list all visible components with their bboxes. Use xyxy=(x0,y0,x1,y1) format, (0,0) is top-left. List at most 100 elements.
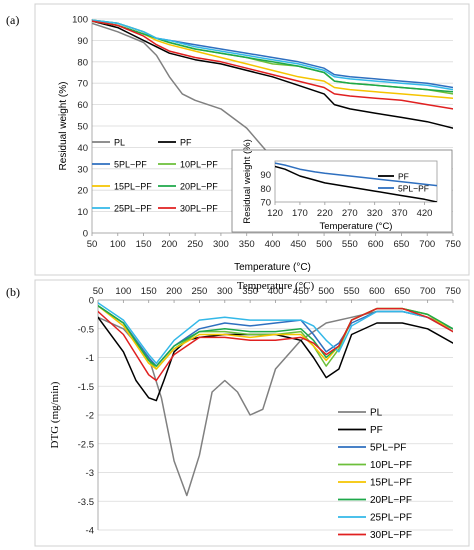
chart-b-y-tick-label: -3.5 xyxy=(78,497,94,508)
chart-b-y-tick-label: -1 xyxy=(86,353,94,364)
chart-b-legend: PL PF 5PL−PF 10PL−PF 15PL−PF 20PL−PF 25PL−PF 30… xyxy=(338,408,412,541)
panel-label-a: (a) xyxy=(6,13,19,27)
chart-b-legend-label: 5PL−PF xyxy=(370,443,406,454)
chart-b-x-tick-label: 150 xyxy=(141,286,157,297)
chart-a-x-tick-label: 400 xyxy=(265,239,281,250)
panel-label-b: (b) xyxy=(6,285,20,299)
chart-b-y-tick-label: -2.5 xyxy=(78,439,94,450)
chart-a-x-tick-label: 650 xyxy=(393,239,409,250)
chart-a-legend-label: 30PL−PF xyxy=(180,204,218,214)
chart-a-inset-x-tick-label: 320 xyxy=(367,208,383,219)
chart-b-x-tick-label: 250 xyxy=(191,286,207,297)
chart-a-y-tick-label: 70 xyxy=(77,79,88,90)
chart-b-series-30pl-pf-line xyxy=(98,307,453,382)
chart-a-x-tick-label: 200 xyxy=(161,239,177,250)
chart-a-inset-y-tick-label: 80 xyxy=(260,184,271,195)
chart-a-y-tick-label: 60 xyxy=(77,100,88,111)
chart-b-x-tick-label: 550 xyxy=(344,286,360,297)
chart-a-legend-label: PL xyxy=(114,138,125,148)
chart-a-y-tick-label: 10 xyxy=(77,207,88,218)
chart-a-inset-series-5pl-pf-line xyxy=(275,162,437,187)
chart-a-y-tick-label: 40 xyxy=(77,143,88,154)
chart-a-inset-x-tick-label: 370 xyxy=(392,208,408,219)
chart-b-x-tick-label: 100 xyxy=(115,286,131,297)
chart-a-legend-label: 20PL−PF xyxy=(180,182,218,192)
chart-a-inset-x-tick-label: 270 xyxy=(342,208,358,219)
chart-a-x-tick-label: 450 xyxy=(290,239,306,250)
chart-b-y-tick-label: -0.5 xyxy=(78,324,94,335)
panel-b-frame xyxy=(34,279,470,547)
chart-a-x-tick-label: 600 xyxy=(368,239,384,250)
chart-a-series-30pl-pf-line xyxy=(92,20,453,110)
chart-b-x-tick-label: 300 xyxy=(217,286,233,297)
chart-a-y-tick-label: 100 xyxy=(72,15,88,26)
chart-b-legend-label: PF xyxy=(370,425,383,436)
chart-a-x-tick-label: 150 xyxy=(136,239,152,250)
chart-a-inset-x-tick-label: 420 xyxy=(417,208,433,219)
chart-a-inset-y-tick-label: 70 xyxy=(260,198,271,209)
chart-b: 50 100 150 200 250 300 350 400 450 500 550 600 650 70… xyxy=(49,280,461,541)
chart-a-x-tick-label: 750 xyxy=(445,239,461,250)
chart-a-series-25pl-pf-line xyxy=(92,19,453,91)
chart-a-series-pf-line xyxy=(92,20,453,129)
inset-frame xyxy=(231,149,453,233)
chart-b-series-pl-line xyxy=(98,310,453,497)
chart-b-y-tick-label: -2 xyxy=(86,411,94,422)
chart-a-inset-y-axis-label: Residual weight (%) xyxy=(242,139,253,223)
chart-a-x-tick-label: 250 xyxy=(187,239,203,250)
chart-b-legend-label: PL xyxy=(370,408,383,419)
chart-b-x-tick-label: 350 xyxy=(242,286,258,297)
chart-a-x-tick-label: 550 xyxy=(342,239,358,250)
chart-b-x-tick-label: 650 xyxy=(394,286,410,297)
chart-b-y-tick-label: -3 xyxy=(86,468,94,479)
chart-b-series-pf-line xyxy=(98,316,453,402)
chart-b-x-tick-label: 700 xyxy=(420,286,436,297)
chart-a-legend-label: 25PL−PF xyxy=(114,204,152,214)
chart-a-inset-legend-label: 5PL−PF xyxy=(398,184,429,194)
chart-b-x-tick-label: 50 xyxy=(93,286,104,297)
chart-b-legend-label: 15PL−PF xyxy=(370,478,412,489)
chart-a-y-tick-label: 20 xyxy=(77,186,88,197)
chart-b-x-tick-label: 200 xyxy=(166,286,182,297)
chart-a-x-tick-label: 350 xyxy=(239,239,255,250)
chart-b-legend-label: 30PL−PF xyxy=(370,530,412,541)
chart-b-legend-label: 20PL−PF xyxy=(370,495,412,506)
chart-a-inset-x-tick-label: 220 xyxy=(317,208,333,219)
chart-b-y-tick-label: 0 xyxy=(89,296,94,307)
chart-a-inset-x-tick-label: 120 xyxy=(267,208,283,219)
chart-b-legend-label: 10PL−PF xyxy=(370,460,412,471)
chart-a-inset-plot-area xyxy=(274,160,438,203)
chart-a-legend-label: 15PL−PF xyxy=(114,182,152,192)
chart-a-inset-legend: PF 5PL−PF xyxy=(378,172,429,194)
chart-b-y-tick-label: -1.5 xyxy=(78,382,94,393)
panel-a-frame xyxy=(34,3,470,276)
chart-a-y-tick-label: 0 xyxy=(83,229,88,240)
chart-a-x-axis-label: Temperature (°C) xyxy=(234,262,311,273)
chart-b-series-25pl-pf-line xyxy=(98,302,453,365)
chart-a-x-tick-label: 500 xyxy=(316,239,332,250)
chart-b-x-tick-label: 600 xyxy=(369,286,385,297)
chart-a: 50 100 150 200 250 300 350 400 450 500 550 600 650 70… xyxy=(58,15,461,274)
chart-a-y-tick-label: 80 xyxy=(77,57,88,68)
chart-b-x-tick-label: 500 xyxy=(318,286,334,297)
chart-a-legend-label: 5PL−PF xyxy=(114,160,147,170)
chart-a-y-axis-label: Residual weight (%) xyxy=(58,82,69,171)
chart-a-inset-y-tick-label: 90 xyxy=(260,170,271,181)
chart-a-inset-series-pf-line xyxy=(275,165,437,202)
chart-b-x-tick-label: 400 xyxy=(268,286,284,297)
chart-b-legend-label: 25PL−PF xyxy=(370,513,412,524)
chart-a-x-tick-label: 100 xyxy=(110,239,126,250)
chart-a-x-tick-label: 300 xyxy=(213,239,229,250)
chart-a-x-tick-label: 50 xyxy=(87,239,98,250)
chart-a-inset: 120 170 220 270 320 370 420 70 80 90 Temperature (… xyxy=(231,139,453,233)
chart-b-x-axis-label: Temperature (°C) xyxy=(237,280,315,292)
chart-b-y-axis-label: DTG (mg/min) xyxy=(49,381,61,448)
chart-a-inset-legend-label: PF xyxy=(398,172,409,182)
chart-b-x-tick-label: 750 xyxy=(445,286,461,297)
chart-a-inset-x-axis-label: Temperature (°C) xyxy=(320,221,393,232)
chart-a-legend-label: 10PL−PF xyxy=(180,160,218,170)
chart-a-x-tick-label: 700 xyxy=(419,239,435,250)
chart-a-y-tick-label: 90 xyxy=(77,36,88,47)
chart-b-x-tick-label: 450 xyxy=(293,286,309,297)
